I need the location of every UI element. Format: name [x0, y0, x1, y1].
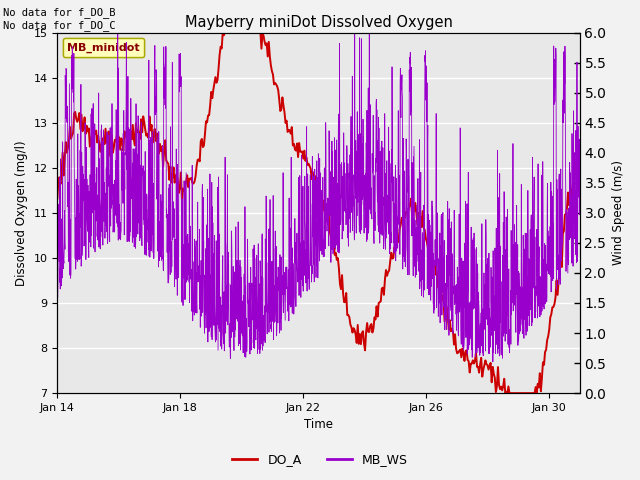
- X-axis label: Time: Time: [304, 419, 333, 432]
- Y-axis label: Wind Speed (m/s): Wind Speed (m/s): [612, 160, 625, 265]
- Text: No data for f_DO_B
No data for f_DO_C: No data for f_DO_B No data for f_DO_C: [3, 7, 116, 31]
- Legend: MB_minidot: MB_minidot: [63, 38, 145, 57]
- Y-axis label: Dissolved Oxygen (mg/l): Dissolved Oxygen (mg/l): [15, 140, 28, 286]
- Title: Mayberry miniDot Dissolved Oxygen: Mayberry miniDot Dissolved Oxygen: [184, 15, 452, 30]
- Legend: DO_A, MB_WS: DO_A, MB_WS: [227, 448, 413, 471]
